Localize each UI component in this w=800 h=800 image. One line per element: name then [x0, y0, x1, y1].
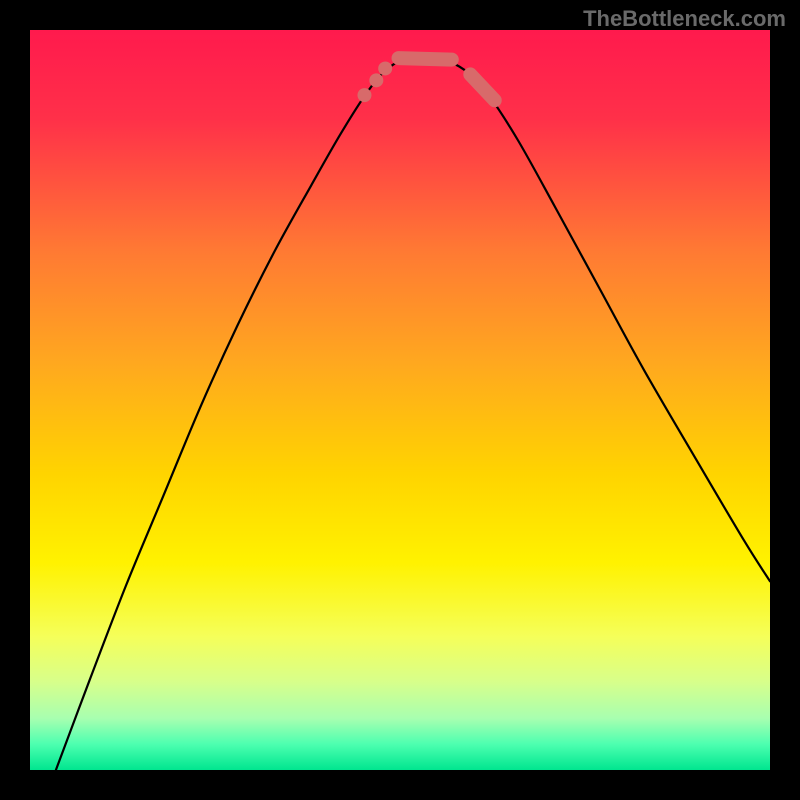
- marker-dot: [369, 73, 383, 87]
- marker-dot: [357, 88, 371, 102]
- chart-stage: TheBottleneck.com: [0, 0, 800, 800]
- watermark-text: TheBottleneck.com: [583, 6, 786, 32]
- plot-gradient: [30, 30, 770, 770]
- marker-capsule: [399, 58, 452, 59]
- chart-svg: [0, 0, 800, 800]
- marker-dot: [378, 61, 392, 75]
